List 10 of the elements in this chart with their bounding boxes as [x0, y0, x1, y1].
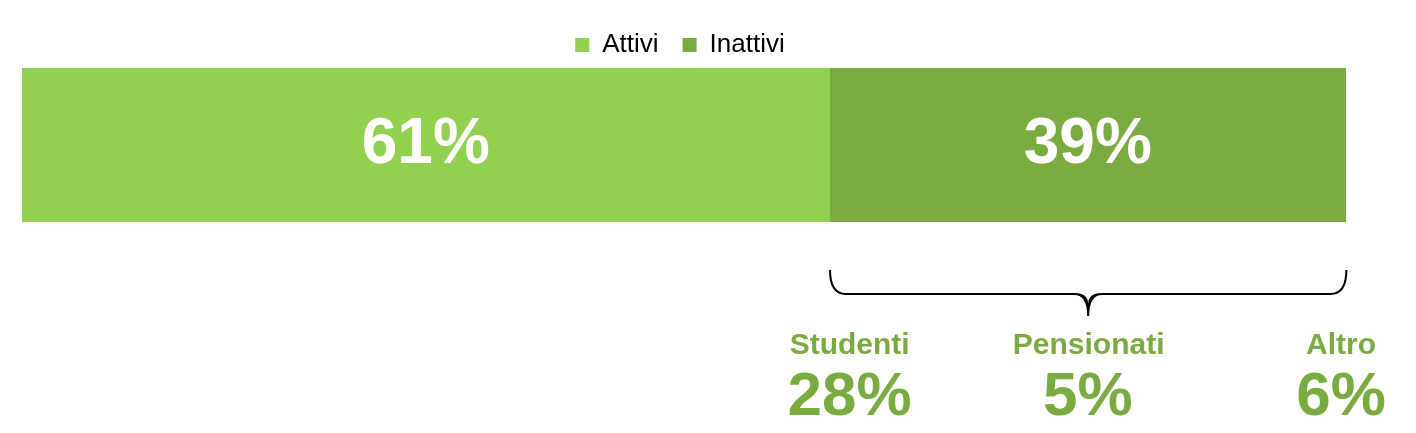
- text: Studenti: [788, 326, 911, 362]
- data-label: 61%: [361, 104, 490, 177]
- text: Pensionati: [1012, 326, 1165, 362]
- legend-label: Inattivi: [709, 28, 785, 59]
- text: Altro: [1305, 326, 1377, 362]
- text: 28%: [786, 359, 913, 428]
- legend-label: Attivi: [602, 28, 659, 59]
- text: 5%: [1042, 359, 1134, 428]
- text: 6%: [1295, 359, 1387, 428]
- data-label: 39%: [1023, 104, 1152, 177]
